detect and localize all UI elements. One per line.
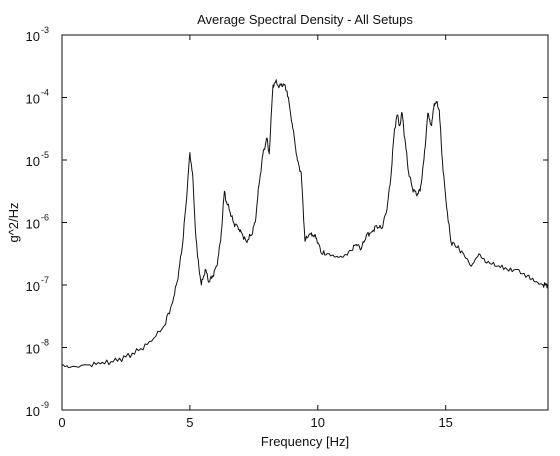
y-axis-title: g^2/Hz [6,202,21,242]
y-tick-exponent: -8 [41,338,49,348]
y-axis-ticks: 10-910-810-710-610-510-410-3 [26,25,548,419]
chart-title: Average Spectral Density - All Setups [197,12,413,27]
y-tick-label: 10 [26,154,40,169]
y-tick-exponent: -4 [41,88,49,98]
y-tick-exponent: -9 [41,400,49,410]
x-tick-label: 15 [438,415,452,430]
x-tick-label: 0 [58,415,65,430]
x-tick-label: 10 [311,415,325,430]
y-tick-label: 10 [26,217,40,232]
series-line-spectral-density [61,79,549,369]
y-tick-label: 10 [26,92,40,107]
y-tick-label: 10 [26,29,40,44]
y-tick-exponent: -5 [41,150,49,160]
x-axis-ticks: 0 5 10 15 [58,35,453,430]
y-tick-label: 10 [26,342,40,357]
y-tick-exponent: -3 [41,25,49,35]
y-tick-exponent: -7 [41,275,49,285]
y-tick-exponent: -6 [41,213,49,223]
x-axis-title: Frequency [Hz] [261,434,349,449]
x-tick-label: 5 [186,415,193,430]
y-tick-label: 10 [26,404,40,419]
y-tick-label: 10 [26,279,40,294]
